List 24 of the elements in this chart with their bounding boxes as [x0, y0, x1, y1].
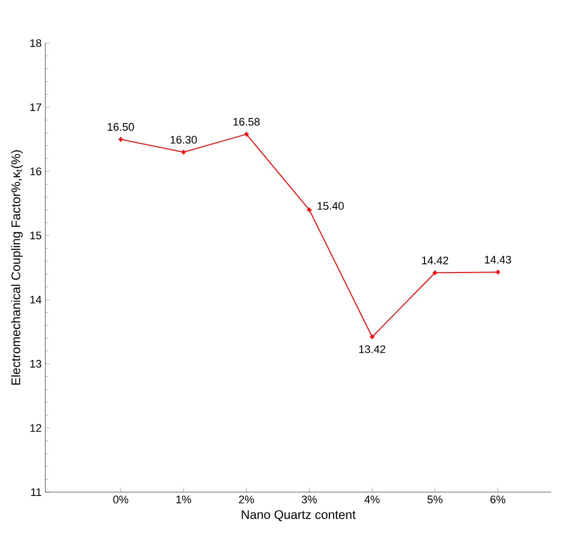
x-tick-label: 3% — [302, 496, 317, 504]
data-label: 16.58 — [234, 118, 260, 126]
data-label: 16.30 — [170, 136, 197, 144]
x-tick-label: 5% — [427, 496, 442, 504]
x-tick-label: 4% — [364, 496, 380, 504]
y-tick-label: 18 — [30, 39, 42, 47]
data-label: 16.50 — [108, 123, 134, 131]
y-tick-label: 14 — [30, 296, 42, 304]
x-tick-label: 2% — [239, 496, 254, 504]
x-tick-label: 6% — [490, 496, 506, 504]
x-tick-label: 1% — [176, 496, 192, 504]
y-tick-label: 16 — [30, 168, 42, 176]
y-tick-label: 15 — [30, 232, 42, 240]
x-tick-label: 0% — [113, 496, 128, 504]
data-label: 13.42 — [359, 345, 386, 354]
data-label: 14.43 — [484, 256, 512, 264]
y-tick-label: 12 — [30, 424, 42, 432]
y-axis-title: Electromechanical Coupling Factor%,κ$_{t}$(%) — [11, 150, 23, 385]
data-label: 15.40 — [318, 202, 344, 210]
y-tick-label: 13 — [30, 360, 42, 368]
y-tick-label: 11 — [31, 488, 42, 496]
y-tick-label: 17 — [30, 103, 42, 111]
x-axis-title: Nano Quartz content — [242, 510, 356, 522]
data-label: 14.42 — [422, 256, 448, 264]
